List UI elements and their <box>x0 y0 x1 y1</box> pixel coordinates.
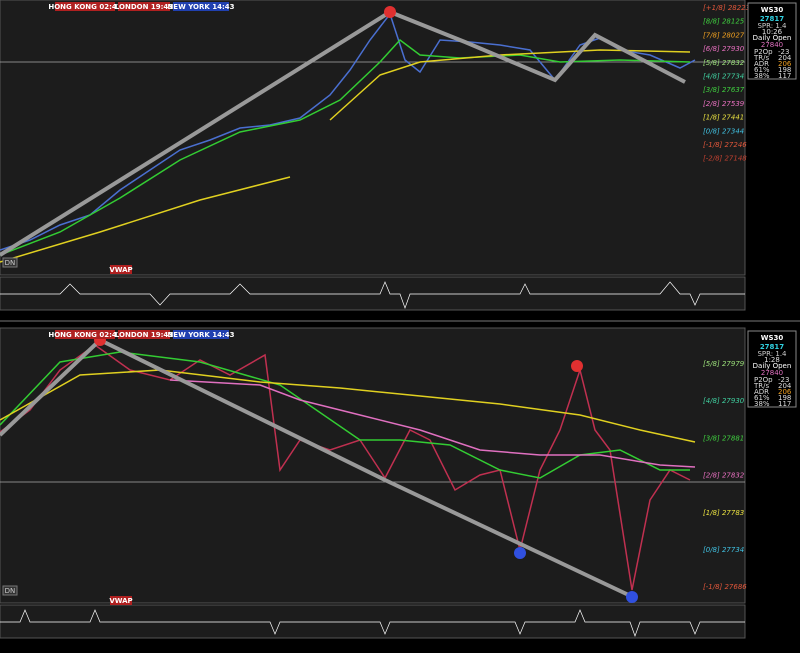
price: 27817 <box>760 343 784 351</box>
moving-average <box>329 49 691 121</box>
info-key: 38% <box>754 72 770 80</box>
symbol: WS30 <box>761 334 784 342</box>
session-label: HONG KONG 02:43 <box>48 3 121 11</box>
info-value: 117 <box>778 400 791 408</box>
murrey-level: [0/8] 27344 <box>703 127 744 135</box>
murrey-level: [0/8] 27734 <box>703 546 744 554</box>
info-key: TR/s <box>753 382 769 390</box>
session-box <box>173 2 229 11</box>
session-label: HONG KONG 02:43 <box>48 331 121 339</box>
mode-box <box>2 585 18 596</box>
info-key: 61% <box>754 394 770 402</box>
session-box <box>118 330 170 339</box>
info-key: TR/s <box>753 54 769 62</box>
murrey-level: [2/8] 27539 <box>703 100 745 108</box>
session-box <box>55 2 115 11</box>
murrey-level: [7/8] 28027 <box>703 31 745 39</box>
info-value: 206 <box>778 388 792 396</box>
murrey-level: [-2/8] 27148 <box>703 155 747 163</box>
session-box <box>173 330 229 339</box>
timer: 10:26 <box>762 28 783 36</box>
info-value: 206 <box>778 60 792 68</box>
info-value: -23 <box>778 48 789 56</box>
spread: SPR: 1.4 <box>757 22 787 30</box>
moving-average <box>169 379 696 468</box>
murrey-level: [5/8] 27832 <box>703 59 745 67</box>
info-value: 204 <box>778 382 792 390</box>
murrey-level: [4/8] 27734 <box>703 73 744 81</box>
session-label: LONDON 19:43 <box>115 3 173 11</box>
murrey-level: [3/8] 27881 <box>703 434 744 442</box>
moving-average <box>0 351 690 479</box>
session-box <box>118 2 170 11</box>
session-label: NEW YORK 14:43 <box>167 331 234 339</box>
murrey-level: [-1/8] 27246 <box>703 141 747 149</box>
info-box <box>747 330 797 408</box>
main-chart <box>0 327 746 604</box>
oscillator-line <box>0 609 745 638</box>
mode-box <box>2 257 18 268</box>
signal-marker <box>626 591 638 603</box>
info-value: -23 <box>778 376 789 384</box>
murrey-level: [1/8] 27783 <box>703 509 744 517</box>
session-box <box>55 330 115 339</box>
murrey-level: [4/8] 27930 <box>703 397 745 405</box>
info-value: 198 <box>778 66 791 74</box>
signal-marker <box>514 547 526 559</box>
oscillator-line <box>0 281 745 310</box>
timer: 1:28 <box>764 356 780 364</box>
murrey-level: [-1/8] 27686 <box>703 583 747 591</box>
info-key: P2Op <box>754 376 773 384</box>
open-value: 27840 <box>761 369 783 377</box>
moving-average <box>0 176 291 263</box>
signal-marker <box>571 360 583 372</box>
info-key: 61% <box>754 66 770 74</box>
murrey-level: [2/8] 27832 <box>703 472 745 480</box>
murrey-level: [1/8] 27441 <box>703 114 744 122</box>
info-value: 117 <box>778 72 791 80</box>
price-line <box>0 344 691 591</box>
info-value: 204 <box>778 54 792 62</box>
vwap-label: VWAP <box>109 266 132 274</box>
info-key: P2Op <box>754 48 773 56</box>
murrey-level: [8/8] 28125 <box>703 18 745 26</box>
oscillator <box>0 604 746 639</box>
zigzag <box>0 337 636 600</box>
symbol: WS30 <box>761 6 784 14</box>
open-label: Daily Open <box>753 362 792 370</box>
mode-label: DN <box>5 259 16 267</box>
murrey-level: [5/8] 27979 <box>703 360 745 368</box>
oscillator <box>0 276 746 311</box>
moving-average <box>0 38 691 256</box>
vwap-box <box>110 265 132 274</box>
signal-marker <box>384 6 396 18</box>
info-key: 38% <box>754 400 770 408</box>
session-label: NEW YORK 14:43 <box>167 3 234 11</box>
info-value: 198 <box>778 394 791 402</box>
murrey-level: [+1/8] 28223 <box>703 4 750 12</box>
murrey-level: [6/8] 27930 <box>703 45 745 53</box>
moving-average <box>0 369 696 443</box>
main-chart <box>0 0 746 276</box>
murrey-level: [3/8] 27637 <box>703 86 745 94</box>
vwap-label: VWAP <box>109 597 132 605</box>
open-value: 27840 <box>761 41 783 49</box>
info-key: ADR <box>754 60 769 68</box>
zigzag <box>0 9 686 257</box>
info-key: ADR <box>754 388 769 396</box>
open-label: Daily Open <box>753 34 792 42</box>
mode-label: DN <box>5 587 16 595</box>
vwap-box <box>110 596 132 605</box>
price: 27817 <box>760 15 784 23</box>
session-label: LONDON 19:43 <box>115 331 173 339</box>
info-box <box>747 2 797 80</box>
spread: SPR: 1.4 <box>757 350 787 358</box>
